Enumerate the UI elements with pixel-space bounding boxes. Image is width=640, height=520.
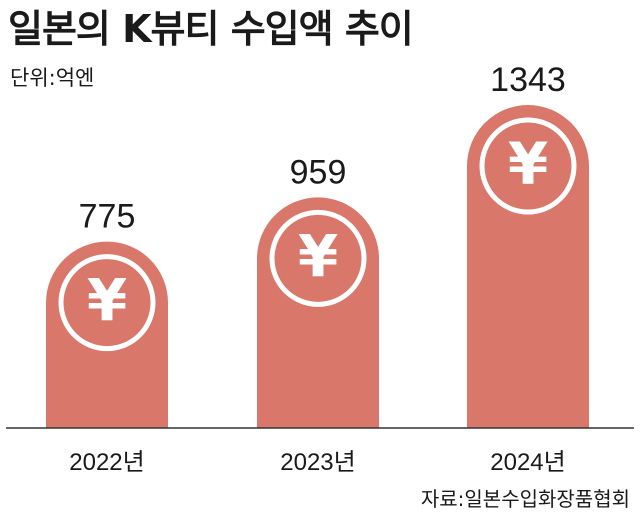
bar-2 (257, 197, 379, 428)
yen-coin-icon (269, 209, 367, 307)
bar-3 (467, 105, 589, 428)
bar-1 (46, 241, 168, 428)
value-label-1: 775 (79, 198, 136, 236)
value-label-2: 959 (290, 153, 347, 191)
category-label-1: 2022년 (69, 449, 144, 476)
yen-symbol-icon: ¥ (87, 267, 127, 335)
yen-coin-icon (58, 254, 156, 352)
source-note: 자료:일본수입화장품협회 (420, 487, 630, 511)
yen-coin-icon (479, 117, 577, 215)
chart-title: 일본의 K뷰티 수입액 추이 (8, 7, 414, 51)
value-label-3: 1343 (490, 61, 566, 99)
category-label-2: 2023년 (280, 449, 355, 476)
yen-symbol-icon: ¥ (508, 130, 548, 198)
yen-symbol-icon: ¥ (298, 222, 338, 290)
category-label-3: 2024년 (490, 449, 565, 476)
unit-label: 단위:억엔 (10, 66, 95, 90)
